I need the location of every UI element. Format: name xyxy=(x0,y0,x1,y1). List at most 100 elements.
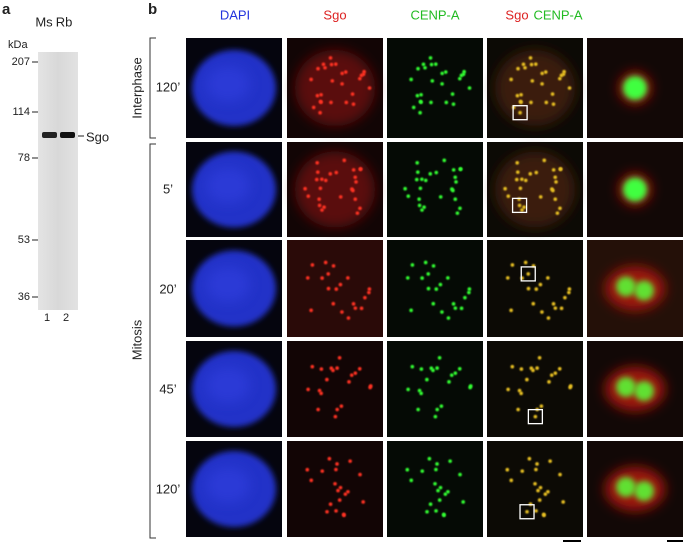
spot xyxy=(450,92,455,96)
spot xyxy=(434,287,439,291)
spot xyxy=(426,286,431,291)
spot xyxy=(414,177,419,182)
spot xyxy=(554,180,558,184)
spot xyxy=(362,69,366,74)
spot xyxy=(319,100,323,105)
spot xyxy=(343,70,348,74)
spot xyxy=(558,206,562,211)
spot xyxy=(518,110,522,115)
spot xyxy=(538,485,543,490)
spot xyxy=(411,105,416,110)
spot xyxy=(420,208,424,212)
spot xyxy=(315,170,320,174)
spot xyxy=(416,66,420,71)
column-header: Sgo xyxy=(323,7,346,22)
spot xyxy=(515,160,520,165)
spot xyxy=(558,167,563,171)
band xyxy=(42,132,57,138)
spot xyxy=(410,364,415,369)
spot xyxy=(430,79,435,83)
spot xyxy=(457,76,462,81)
spot xyxy=(353,175,358,180)
spot xyxy=(361,500,365,504)
spot xyxy=(355,211,360,215)
spot xyxy=(305,467,310,472)
spot xyxy=(329,62,334,67)
spot xyxy=(517,203,522,208)
spot xyxy=(528,56,533,60)
row-label: 20’ xyxy=(159,281,176,296)
spot xyxy=(461,500,465,504)
spot xyxy=(523,178,528,183)
haze xyxy=(295,50,375,126)
spot xyxy=(334,467,338,472)
zoom-green xyxy=(634,381,654,401)
spot xyxy=(347,380,351,384)
spot xyxy=(557,366,562,371)
spot xyxy=(318,186,323,191)
image-panel xyxy=(387,441,483,537)
spot xyxy=(333,414,338,419)
spot xyxy=(453,371,458,375)
spot xyxy=(438,485,443,490)
spot xyxy=(323,65,327,70)
spot xyxy=(535,462,539,466)
spot xyxy=(335,462,339,466)
spot xyxy=(548,459,552,463)
zoom-green xyxy=(616,276,636,297)
spot xyxy=(405,467,410,472)
spot xyxy=(446,489,450,494)
spot xyxy=(420,177,424,182)
spot xyxy=(520,177,524,182)
spot xyxy=(325,377,329,382)
spot xyxy=(318,110,322,115)
spot xyxy=(546,276,550,280)
spot xyxy=(406,387,410,392)
spot xyxy=(346,276,350,280)
spot xyxy=(323,178,328,183)
zoom-box xyxy=(511,197,528,214)
spot xyxy=(523,65,527,70)
spot xyxy=(540,71,544,76)
spot xyxy=(459,306,464,311)
spot xyxy=(425,377,429,382)
image-panel xyxy=(487,341,583,437)
spot xyxy=(368,384,373,388)
spot xyxy=(333,62,338,66)
spot xyxy=(340,310,344,314)
spot xyxy=(426,272,431,276)
spot xyxy=(427,456,432,461)
spot xyxy=(309,308,313,313)
spot xyxy=(446,316,451,320)
spot xyxy=(303,186,307,191)
spot xyxy=(561,500,565,504)
spot xyxy=(539,404,544,408)
spot xyxy=(505,467,510,472)
lane-number: 1 xyxy=(44,312,50,324)
spot xyxy=(419,100,423,105)
nucleus xyxy=(206,167,250,204)
spot xyxy=(543,492,548,496)
spot xyxy=(338,485,343,490)
spot xyxy=(419,92,423,97)
spot xyxy=(433,414,438,419)
spot xyxy=(543,70,548,74)
spot xyxy=(353,197,358,201)
spot xyxy=(350,92,355,96)
spot xyxy=(309,478,314,483)
spot xyxy=(454,180,458,184)
spot xyxy=(337,498,342,502)
spot xyxy=(423,260,428,265)
band xyxy=(60,132,75,138)
spot xyxy=(315,160,320,165)
spot xyxy=(314,177,319,182)
nucleus xyxy=(206,467,250,503)
spot xyxy=(533,414,538,419)
spot xyxy=(541,512,546,517)
spot xyxy=(551,302,556,306)
spot xyxy=(446,276,450,280)
spot xyxy=(447,380,451,384)
spot xyxy=(429,366,434,370)
spot xyxy=(519,100,523,105)
spot xyxy=(329,100,333,105)
